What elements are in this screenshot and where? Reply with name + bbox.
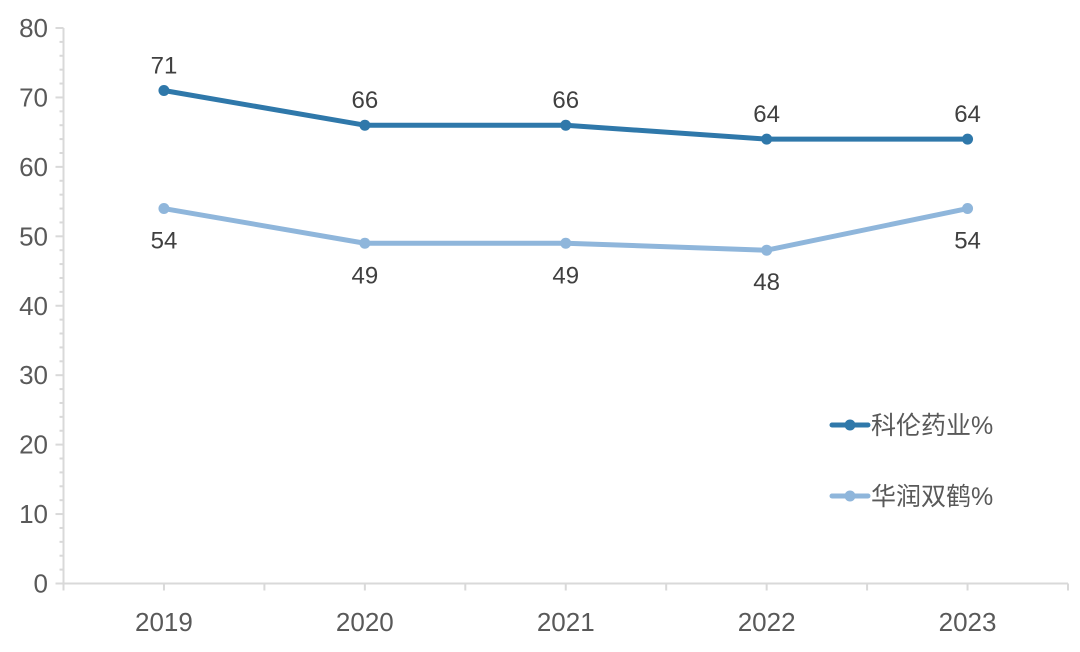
series-0-data-label: 66 [351,87,378,114]
series-0-data-point [761,133,773,145]
y-axis-label: 80 [19,13,48,43]
y-axis-label: 40 [19,291,48,321]
series-0-data-point [560,119,572,131]
series-1-data-point [560,237,572,249]
y-axis-label: 0 [34,569,48,599]
x-axis-label: 2020 [336,607,394,637]
legend-label: 华润双鹤% [871,483,993,511]
series-0-data-label: 64 [954,101,981,128]
series-1-data-label: 48 [753,269,780,296]
series-0-data-label: 71 [151,52,178,79]
legend-dot-marker [844,490,856,502]
x-axis-label: 2019 [135,607,193,637]
series-1-data-point [761,244,773,256]
series-1-data-label: 54 [151,228,178,255]
series-0-data-point [359,119,371,131]
y-axis-label: 30 [19,360,48,390]
y-axis-label: 50 [19,221,48,251]
x-axis-label: 2022 [738,607,796,637]
x-axis-label: 2023 [939,607,997,637]
y-axis-label: 10 [19,499,48,529]
legend-label: 科伦药业% [871,412,993,440]
y-axis-label: 20 [19,430,48,460]
y-axis-label: 60 [19,152,48,182]
series-0-data-label: 66 [552,87,579,114]
series-1-data-point [158,203,170,215]
series-1-data-point [359,237,371,249]
x-axis-label: 2021 [537,607,595,637]
series-1-data-label: 54 [954,228,981,255]
series-0-data-label: 64 [753,101,780,128]
series-0-data-point [158,84,170,96]
legend-dot-marker [844,419,856,431]
series-1-data-label: 49 [351,262,378,289]
y-axis-label: 70 [19,82,48,112]
series-1-data-label: 49 [552,262,579,289]
series-0-data-point [962,133,974,145]
series-1-data-point [962,203,974,215]
